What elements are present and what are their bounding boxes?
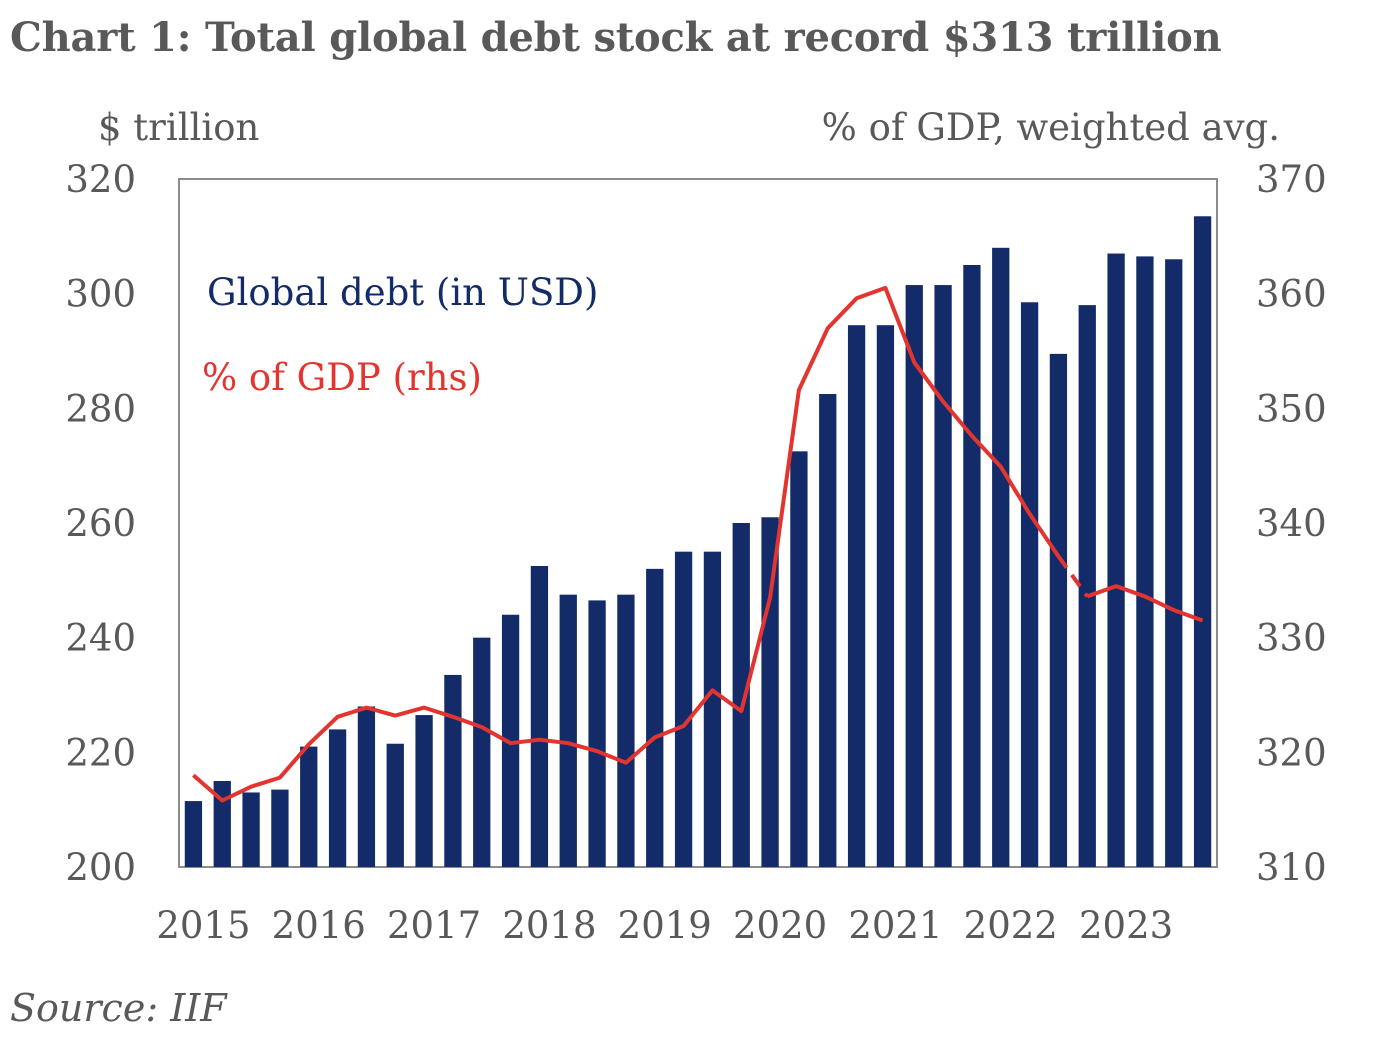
bar-2020Q3 xyxy=(819,394,837,867)
bar-2021Q4 xyxy=(963,265,981,867)
left-tick-220: 220 xyxy=(65,731,136,774)
x-tick-2018: 2018 xyxy=(502,904,596,947)
bar-2016Q4 xyxy=(386,743,404,867)
bar-2023Q4 xyxy=(1193,216,1212,867)
bar-2020Q4 xyxy=(847,325,866,867)
bar-2020Q2 xyxy=(790,451,808,867)
bar-2018Q1 xyxy=(530,566,549,867)
bar-2019Q3 xyxy=(703,551,722,867)
bar-2018Q4 xyxy=(617,594,635,867)
right-tick-360: 360 xyxy=(1256,273,1327,316)
x-tick-2020: 2020 xyxy=(733,904,827,947)
x-tick-2021: 2021 xyxy=(848,904,942,947)
bar-2017Q4 xyxy=(501,614,520,867)
bar-2023Q1 xyxy=(1107,253,1125,868)
right-tick-320: 320 xyxy=(1256,731,1327,774)
left-axis-unit-label: $ trillion xyxy=(98,106,260,149)
bar-2016Q2 xyxy=(328,729,347,867)
left-tick-300: 300 xyxy=(65,273,136,316)
left-tick-280: 280 xyxy=(65,387,136,430)
x-tick-2017: 2017 xyxy=(387,904,481,947)
bar-2015Q4 xyxy=(271,789,289,867)
right-tick-310: 310 xyxy=(1256,846,1327,889)
bar-2016Q1 xyxy=(300,746,318,867)
right-tick-350: 350 xyxy=(1256,387,1327,430)
x-tick-2022: 2022 xyxy=(964,904,1058,947)
bar-2015Q1 xyxy=(184,801,203,867)
bar-2020Q1 xyxy=(761,517,779,867)
bar-2017Q2 xyxy=(444,674,462,867)
bar-2022Q3 xyxy=(1049,353,1068,867)
bar-2017Q1 xyxy=(415,715,433,867)
bar-2015Q3 xyxy=(242,792,260,867)
legend-global-debt: Global debt (in USD) xyxy=(207,271,598,314)
source-note: Source: IIF xyxy=(10,986,227,1030)
left-tick-320: 320 xyxy=(65,158,136,201)
bar-2021Q3 xyxy=(934,285,952,868)
bar-2023Q3 xyxy=(1165,259,1183,867)
bar-2016Q3 xyxy=(357,706,376,867)
bar-2021Q2 xyxy=(905,285,923,868)
plot-frame xyxy=(178,178,1218,868)
gdp-line-dashed xyxy=(1056,555,1089,598)
legend-pct-gdp: % of GDP (rhs) xyxy=(202,356,482,399)
bar-2019Q4 xyxy=(732,523,750,867)
bar-2022Q2 xyxy=(1020,302,1039,867)
x-tick-2023: 2023 xyxy=(1079,904,1173,947)
gdp-line-solid-end xyxy=(1086,584,1204,623)
bar-2019Q2 xyxy=(674,551,693,867)
x-tick-2016: 2016 xyxy=(272,904,366,947)
bar-2023Q2 xyxy=(1136,256,1154,867)
bar-2015Q2 xyxy=(213,781,231,867)
right-tick-340: 340 xyxy=(1256,502,1327,545)
bar-2021Q1 xyxy=(876,325,895,867)
bar-2019Q1 xyxy=(646,568,664,867)
bar-2018Q3 xyxy=(588,600,606,867)
right-tick-370: 370 xyxy=(1256,158,1327,201)
x-tick-2019: 2019 xyxy=(618,904,712,947)
x-tick-2015: 2015 xyxy=(156,904,250,947)
left-tick-200: 200 xyxy=(65,846,136,889)
left-tick-240: 240 xyxy=(65,617,136,660)
bar-2017Q3 xyxy=(473,637,491,867)
right-axis-unit-label: % of GDP, weighted avg. xyxy=(821,106,1280,149)
bar-2022Q4 xyxy=(1078,305,1096,868)
bar-2022Q1 xyxy=(992,247,1010,868)
chart-title: Chart 1: Total global debt stock at reco… xyxy=(10,14,1222,61)
right-tick-330: 330 xyxy=(1256,617,1327,660)
gdp-line-solid xyxy=(192,285,1061,803)
bar-2018Q2 xyxy=(559,594,577,867)
left-tick-260: 260 xyxy=(65,502,136,545)
